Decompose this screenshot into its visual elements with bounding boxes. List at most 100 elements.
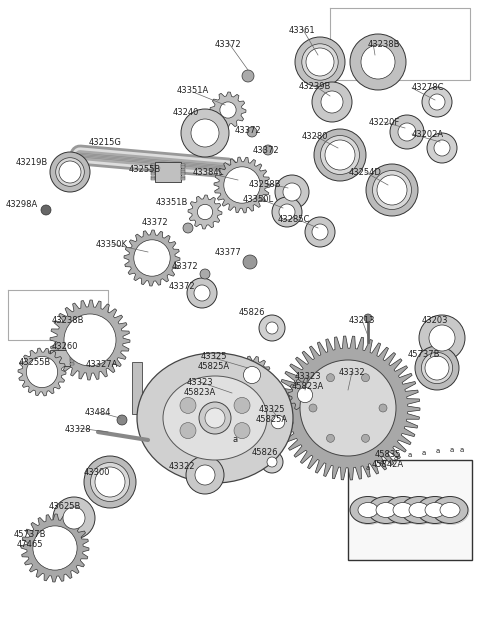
Text: 43254D: 43254D xyxy=(348,168,382,177)
Ellipse shape xyxy=(163,376,267,460)
Ellipse shape xyxy=(401,497,437,523)
Circle shape xyxy=(191,119,219,147)
Text: 43325
45825A: 43325 45825A xyxy=(256,405,288,424)
Bar xyxy=(132,362,142,414)
Circle shape xyxy=(309,404,317,412)
Circle shape xyxy=(242,70,254,82)
Circle shape xyxy=(295,37,345,87)
Bar xyxy=(46,363,50,364)
Text: 45835
45842A: 45835 45842A xyxy=(372,450,404,469)
Text: 43377: 43377 xyxy=(215,248,241,257)
Bar xyxy=(181,171,185,173)
Text: 43384L: 43384L xyxy=(192,168,224,177)
Text: 43255B: 43255B xyxy=(19,358,51,367)
Polygon shape xyxy=(210,92,246,128)
Circle shape xyxy=(134,240,170,276)
Bar xyxy=(181,178,185,180)
Text: 43240: 43240 xyxy=(173,108,199,117)
Polygon shape xyxy=(276,336,420,480)
Circle shape xyxy=(429,94,445,110)
Circle shape xyxy=(283,183,301,201)
Circle shape xyxy=(321,135,360,175)
Text: 43327A: 43327A xyxy=(86,360,118,369)
Circle shape xyxy=(243,366,261,384)
Polygon shape xyxy=(218,381,252,415)
Circle shape xyxy=(301,361,395,455)
Circle shape xyxy=(261,451,283,473)
Circle shape xyxy=(224,167,260,203)
Circle shape xyxy=(64,314,116,366)
Text: 43350L: 43350L xyxy=(242,195,274,204)
Text: 43332: 43332 xyxy=(339,368,365,377)
Circle shape xyxy=(91,462,130,502)
Circle shape xyxy=(377,175,407,205)
Text: a: a xyxy=(394,455,398,461)
Text: 43278C: 43278C xyxy=(412,83,444,92)
Text: 43328: 43328 xyxy=(65,425,91,434)
Polygon shape xyxy=(288,378,322,412)
Circle shape xyxy=(181,109,229,157)
Text: a: a xyxy=(436,448,440,454)
Text: 43372: 43372 xyxy=(142,218,168,227)
Bar xyxy=(46,354,50,356)
Circle shape xyxy=(50,152,90,192)
Circle shape xyxy=(220,102,236,118)
Bar xyxy=(50,350,70,366)
Polygon shape xyxy=(188,195,222,229)
Circle shape xyxy=(422,87,452,117)
Circle shape xyxy=(194,285,210,301)
Circle shape xyxy=(314,129,366,181)
Circle shape xyxy=(379,404,387,412)
Text: a: a xyxy=(232,436,238,444)
Text: 43285C: 43285C xyxy=(278,215,310,224)
Bar xyxy=(151,178,155,180)
Circle shape xyxy=(421,352,453,384)
Circle shape xyxy=(187,278,217,308)
Circle shape xyxy=(366,164,418,216)
Circle shape xyxy=(272,197,302,227)
Polygon shape xyxy=(233,356,271,394)
Bar xyxy=(46,358,50,360)
Text: a: a xyxy=(422,450,426,456)
Ellipse shape xyxy=(385,497,421,523)
Text: 43238B: 43238B xyxy=(368,40,400,49)
Text: 43280: 43280 xyxy=(302,132,328,141)
Circle shape xyxy=(41,205,51,215)
Circle shape xyxy=(234,423,250,439)
Circle shape xyxy=(228,391,243,406)
Ellipse shape xyxy=(137,353,293,483)
Text: 43351B: 43351B xyxy=(156,198,188,207)
Ellipse shape xyxy=(409,502,429,518)
Circle shape xyxy=(84,456,136,508)
Text: 43351A: 43351A xyxy=(177,86,209,95)
Circle shape xyxy=(325,140,355,170)
Circle shape xyxy=(398,123,416,141)
Text: 43372: 43372 xyxy=(172,262,198,271)
Bar xyxy=(46,351,50,353)
Circle shape xyxy=(429,325,455,351)
Circle shape xyxy=(326,434,335,443)
Text: a: a xyxy=(380,459,384,465)
Circle shape xyxy=(117,415,127,425)
Text: 43215G: 43215G xyxy=(89,138,121,147)
Ellipse shape xyxy=(425,502,445,518)
Text: 43255B: 43255B xyxy=(129,165,161,174)
Circle shape xyxy=(56,157,84,186)
Circle shape xyxy=(26,356,58,387)
Text: 43325
45825A: 43325 45825A xyxy=(198,352,230,371)
Circle shape xyxy=(350,34,406,90)
Bar xyxy=(151,173,155,175)
Circle shape xyxy=(243,255,257,269)
Circle shape xyxy=(312,82,352,122)
Circle shape xyxy=(372,171,411,210)
Circle shape xyxy=(300,360,396,456)
Text: 43298A: 43298A xyxy=(6,200,38,209)
Circle shape xyxy=(364,314,372,322)
Text: 43323
45823A: 43323 45823A xyxy=(184,378,216,397)
Bar xyxy=(181,176,185,178)
Bar xyxy=(46,356,50,358)
Circle shape xyxy=(302,44,338,80)
Circle shape xyxy=(33,526,77,570)
Polygon shape xyxy=(124,230,180,286)
Text: 43372: 43372 xyxy=(252,146,279,155)
